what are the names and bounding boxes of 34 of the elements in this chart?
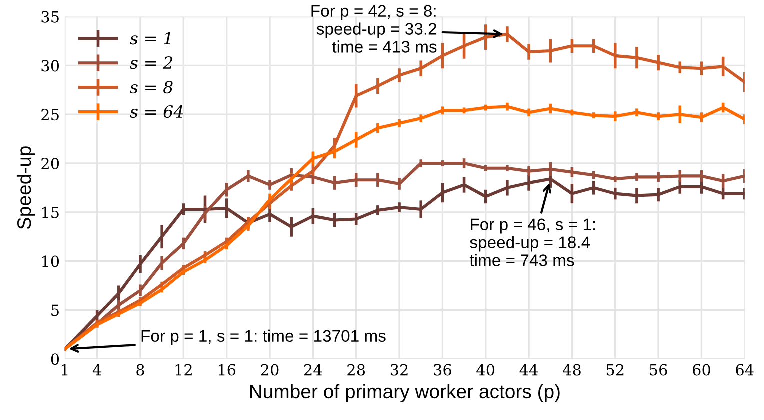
x-tick-label: 64 bbox=[736, 364, 754, 376]
x-tick-label: 40 bbox=[476, 364, 495, 376]
x-axis-title: Number of primary worker actors (p) bbox=[250, 384, 560, 402]
annotation: For p = 42, s = 8: speed-up = 33.2 time = 413 ms bbox=[312, 5, 437, 53]
x-tick-label: 16 bbox=[218, 364, 236, 376]
x-tick-label: 48 bbox=[562, 364, 581, 376]
legend-label: s = 64 bbox=[130, 105, 184, 118]
y-tick-label: 10 bbox=[42, 256, 60, 268]
x-tick-label: 32 bbox=[390, 364, 408, 376]
y-tick-label: 25 bbox=[42, 109, 59, 121]
legend-label: s = 8 bbox=[130, 81, 173, 94]
y-tick-label: 5 bbox=[52, 304, 59, 316]
x-tick-label: 36 bbox=[434, 364, 452, 376]
y-tick-label: 0 bbox=[51, 354, 60, 366]
legend-label: s = 2 bbox=[130, 56, 172, 70]
x-tick-label: 8 bbox=[136, 364, 144, 376]
y-axis-title: Speed-up bbox=[16, 146, 36, 230]
y-tick-label: 30 bbox=[42, 60, 60, 72]
x-tick-label: 24 bbox=[304, 364, 322, 376]
x-tick-label: 28 bbox=[348, 364, 366, 376]
x-tick-label: 12 bbox=[176, 364, 192, 376]
y-tick-label: 35 bbox=[42, 11, 59, 23]
x-tick-label: 52 bbox=[606, 364, 624, 376]
x-tick-label: 4 bbox=[92, 364, 102, 376]
legend-label: s = 1 bbox=[130, 32, 170, 45]
x-tick-label: 60 bbox=[693, 364, 710, 376]
x-tick-label: 44 bbox=[520, 364, 538, 376]
annotation: For p = 46, s = 1: speed-up = 18.4 time = 743 ms bbox=[470, 218, 596, 266]
x-tick-label: 1 bbox=[62, 364, 68, 376]
x-tick-label: 56 bbox=[650, 364, 668, 376]
y-tick-label: 15 bbox=[42, 206, 59, 218]
annotation: For p = 1, s = 1: time = 13701 ms bbox=[142, 330, 386, 346]
y-tick-label: 20 bbox=[42, 158, 60, 170]
x-tick-label: 20 bbox=[261, 364, 279, 376]
